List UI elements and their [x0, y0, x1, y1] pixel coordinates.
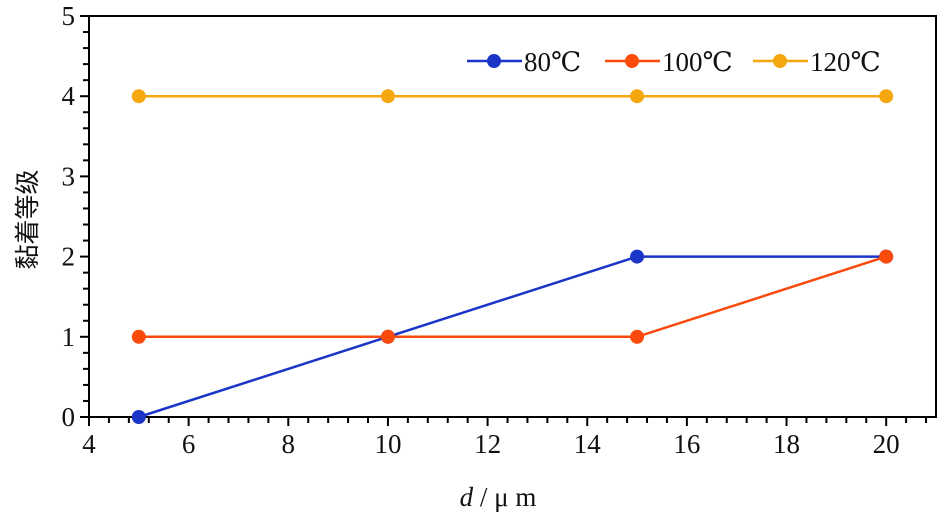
x-tick-label: 8	[282, 429, 296, 459]
data-point	[630, 249, 645, 264]
y-tick-label: 3	[62, 161, 76, 191]
data-point	[131, 329, 146, 344]
x-tick-label: 18	[773, 429, 800, 459]
x-tick-label: 16	[673, 429, 700, 459]
x-axis-title-variable: d	[460, 482, 474, 512]
legend-label: 100℃	[662, 47, 733, 77]
data-point	[879, 89, 894, 104]
x-axis-title: d / μ m	[460, 482, 537, 512]
legend-marker	[487, 54, 501, 68]
legend-item: 120℃	[753, 47, 881, 77]
y-tick-label: 4	[62, 81, 76, 111]
data-point	[630, 329, 645, 344]
data-point	[630, 89, 645, 104]
data-point	[879, 249, 894, 264]
plot-frame	[88, 15, 937, 418]
data-point	[131, 410, 146, 424]
legend: 80℃ 100℃ 120℃	[467, 47, 881, 77]
x-tick-label: 4	[82, 429, 96, 459]
legend-marker	[625, 54, 639, 68]
series-line	[138, 255, 887, 419]
legend-item: 100℃	[605, 47, 733, 77]
x-tick-label: 20	[873, 429, 900, 459]
data-point	[380, 329, 395, 344]
x-axis-title-unit: / μ m	[473, 482, 536, 512]
y-axis-title: 黏着等级	[13, 169, 42, 269]
series-line	[138, 255, 887, 339]
data-point	[380, 89, 395, 104]
y-tick-label: 2	[62, 242, 76, 272]
y-tick-label: 1	[62, 322, 76, 352]
legend-label: 80℃	[524, 47, 581, 77]
legend-label: 120℃	[810, 47, 881, 77]
series-1	[131, 249, 894, 344]
x-tick-label: 6	[182, 429, 196, 459]
legend-marker	[773, 54, 787, 68]
x-tick-label: 12	[474, 429, 501, 459]
data-point	[131, 89, 146, 104]
series-group	[131, 89, 894, 424]
legend-item: 80℃	[467, 47, 581, 77]
x-tick-label: 10	[374, 429, 401, 459]
y-tick-label: 5	[62, 1, 76, 31]
x-tick-label: 14	[574, 429, 602, 459]
y-tick-label: 0	[62, 402, 76, 432]
series-2	[131, 89, 894, 104]
